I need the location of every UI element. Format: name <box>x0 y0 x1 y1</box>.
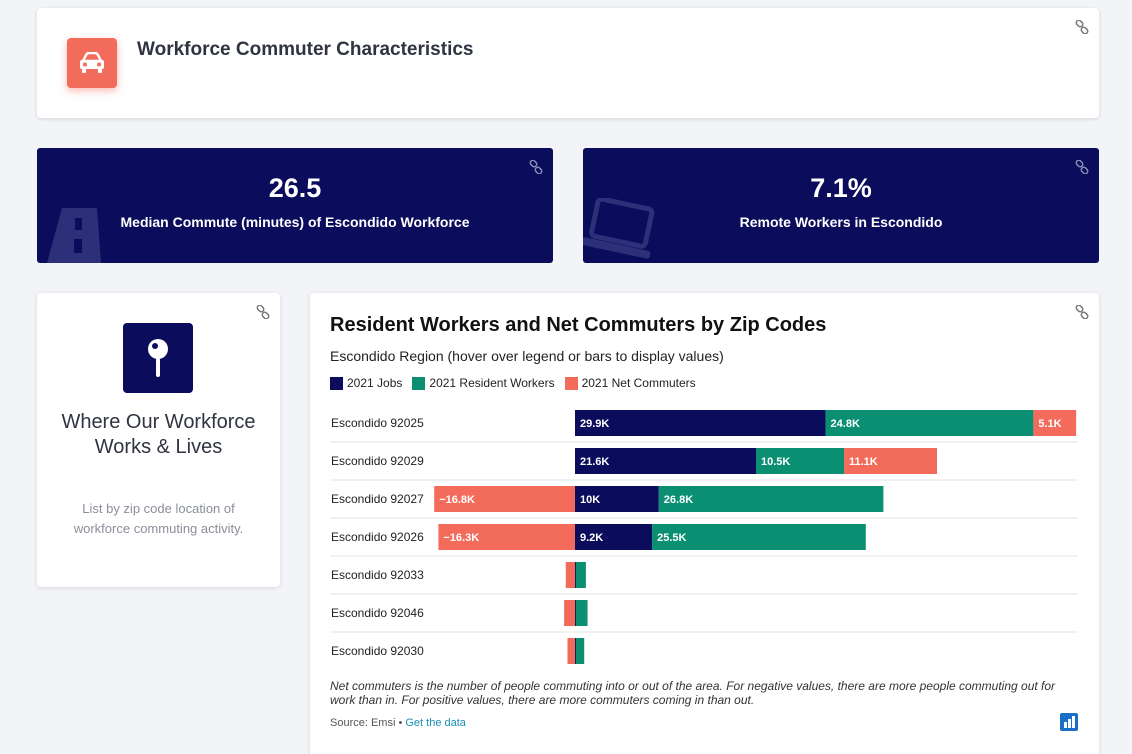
category-label: Escondido 92046 <box>331 606 424 620</box>
map-pin-icon <box>123 323 193 393</box>
link-icon[interactable] <box>1075 305 1089 319</box>
bar-2021-net-commuters[interactable] <box>843 448 938 474</box>
bar-value-label: −16.8K <box>439 494 475 506</box>
chart-note: Net commuters is the number of people co… <box>330 679 1056 707</box>
bar-2021-resident-workers[interactable] <box>658 486 884 512</box>
bar-value-label: 26.8K <box>664 494 693 506</box>
link-icon[interactable] <box>1075 20 1089 34</box>
bar-value-label: −16.3K <box>443 532 479 544</box>
median-commute-card: 26.5 Median Commute (minutes) of Escondi… <box>37 148 553 263</box>
bar-2021-net-commuters[interactable] <box>567 638 575 664</box>
legend-label: 2021 Resident Workers <box>429 376 555 390</box>
bar-2021-jobs[interactable] <box>575 562 576 588</box>
car-icon <box>67 38 117 88</box>
bar-value-label: 10K <box>580 494 600 506</box>
legend-swatch <box>412 376 426 390</box>
chart-logo-icon[interactable] <box>1060 713 1078 731</box>
bar-2021-jobs[interactable] <box>575 638 576 664</box>
stat-label: Median Commute (minutes) of Escondido Wo… <box>120 214 470 230</box>
legend-item-net-commuters[interactable]: 2021 Net Commuters <box>564 376 696 390</box>
bar-2021-resident-workers[interactable] <box>756 448 844 474</box>
bar-2021-net-commuters[interactable] <box>564 600 575 626</box>
header-card: Workforce Commuter Characteristics <box>37 8 1099 118</box>
bar-2021-jobs[interactable] <box>575 524 653 550</box>
bar-value-label: 5.1K <box>1038 418 1061 430</box>
category-label: Escondido 92027 <box>331 492 424 506</box>
legend-label: 2021 Net Commuters <box>581 376 696 390</box>
remote-workers-card: 7.1% Remote Workers in Escondido <box>583 148 1099 263</box>
page-title: Workforce Commuter Characteristics <box>137 39 474 60</box>
category-label: Escondido 92033 <box>331 568 424 582</box>
bar-2021-resident-workers[interactable] <box>825 410 1034 436</box>
bar-2021-jobs[interactable] <box>575 486 659 512</box>
bar-value-label: 29.9K <box>580 418 609 430</box>
source-text: Source: Emsi • <box>330 717 406 729</box>
legend-item-resident-workers[interactable]: 2021 Resident Workers <box>412 376 555 390</box>
bar-2021-net-commuters[interactable] <box>1033 410 1077 436</box>
bar-value-label: 10.5K <box>761 456 790 468</box>
bar-2021-net-commuters[interactable] <box>438 524 575 550</box>
stat-value: 7.1% <box>810 173 872 203</box>
get-data-link[interactable]: Get the data <box>405 717 466 729</box>
bar-2021-resident-workers[interactable] <box>575 562 586 588</box>
bar-chart: Escondido 92025 29.9K 24.8K 5.1K Escondido 9… <box>330 410 1078 664</box>
link-icon[interactable] <box>1075 160 1089 174</box>
bar-2021-net-commuters[interactable] <box>434 486 575 512</box>
category-label: Escondido 92030 <box>331 644 424 658</box>
legend-item-jobs[interactable]: 2021 Jobs <box>330 376 402 390</box>
bar-value-label: 9.2K <box>580 532 603 544</box>
card-description: List by zip code location of workforce c… <box>73 501 244 536</box>
bar-value-label: 11.1K <box>849 456 878 468</box>
chart-legend: 2021 Jobs 2021 Resident Workers 2021 Net… <box>330 376 696 390</box>
bar-value-label: 21.6K <box>580 456 609 468</box>
category-label: Escondido 92025 <box>331 416 424 430</box>
bar-value-label: 24.8K <box>831 418 860 430</box>
bar-2021-resident-workers[interactable] <box>575 638 585 664</box>
chart-subtitle: Escondido Region (hover over legend or b… <box>330 348 724 364</box>
legend-swatch <box>330 376 343 390</box>
category-label: Escondido 92029 <box>331 454 424 468</box>
link-icon[interactable] <box>529 160 543 174</box>
link-icon[interactable] <box>256 305 270 319</box>
bar-2021-resident-workers[interactable] <box>575 600 588 626</box>
road-icon <box>47 208 101 263</box>
stat-label: Remote Workers in Escondido <box>739 214 943 230</box>
laptop-icon <box>583 198 655 259</box>
bar-2021-jobs[interactable] <box>575 448 757 474</box>
workforce-location-card: Where Our Workforce Works & Lives List b… <box>37 293 280 587</box>
stat-value: 26.5 <box>268 173 322 203</box>
legend-label: 2021 Jobs <box>347 376 403 390</box>
bar-2021-jobs[interactable] <box>575 410 826 436</box>
category-label: Escondido 92026 <box>331 530 424 544</box>
bar-2021-net-commuters[interactable] <box>565 562 575 588</box>
legend-swatch <box>564 376 578 390</box>
chart-source: Source: Emsi • Get the data <box>330 717 466 729</box>
bar-value-label: 25.5K <box>657 532 686 544</box>
chart-title: Resident Workers and Net Commuters by Zi… <box>330 314 827 336</box>
card-title: Where Our Workforce Works & Lives <box>61 411 256 458</box>
bar-2021-resident-workers[interactable] <box>652 524 866 550</box>
bar-2021-jobs[interactable] <box>575 600 576 626</box>
chart-card: Escondido 92025 29.9K 24.8K 5.1K Escondido 9… <box>310 293 1099 754</box>
